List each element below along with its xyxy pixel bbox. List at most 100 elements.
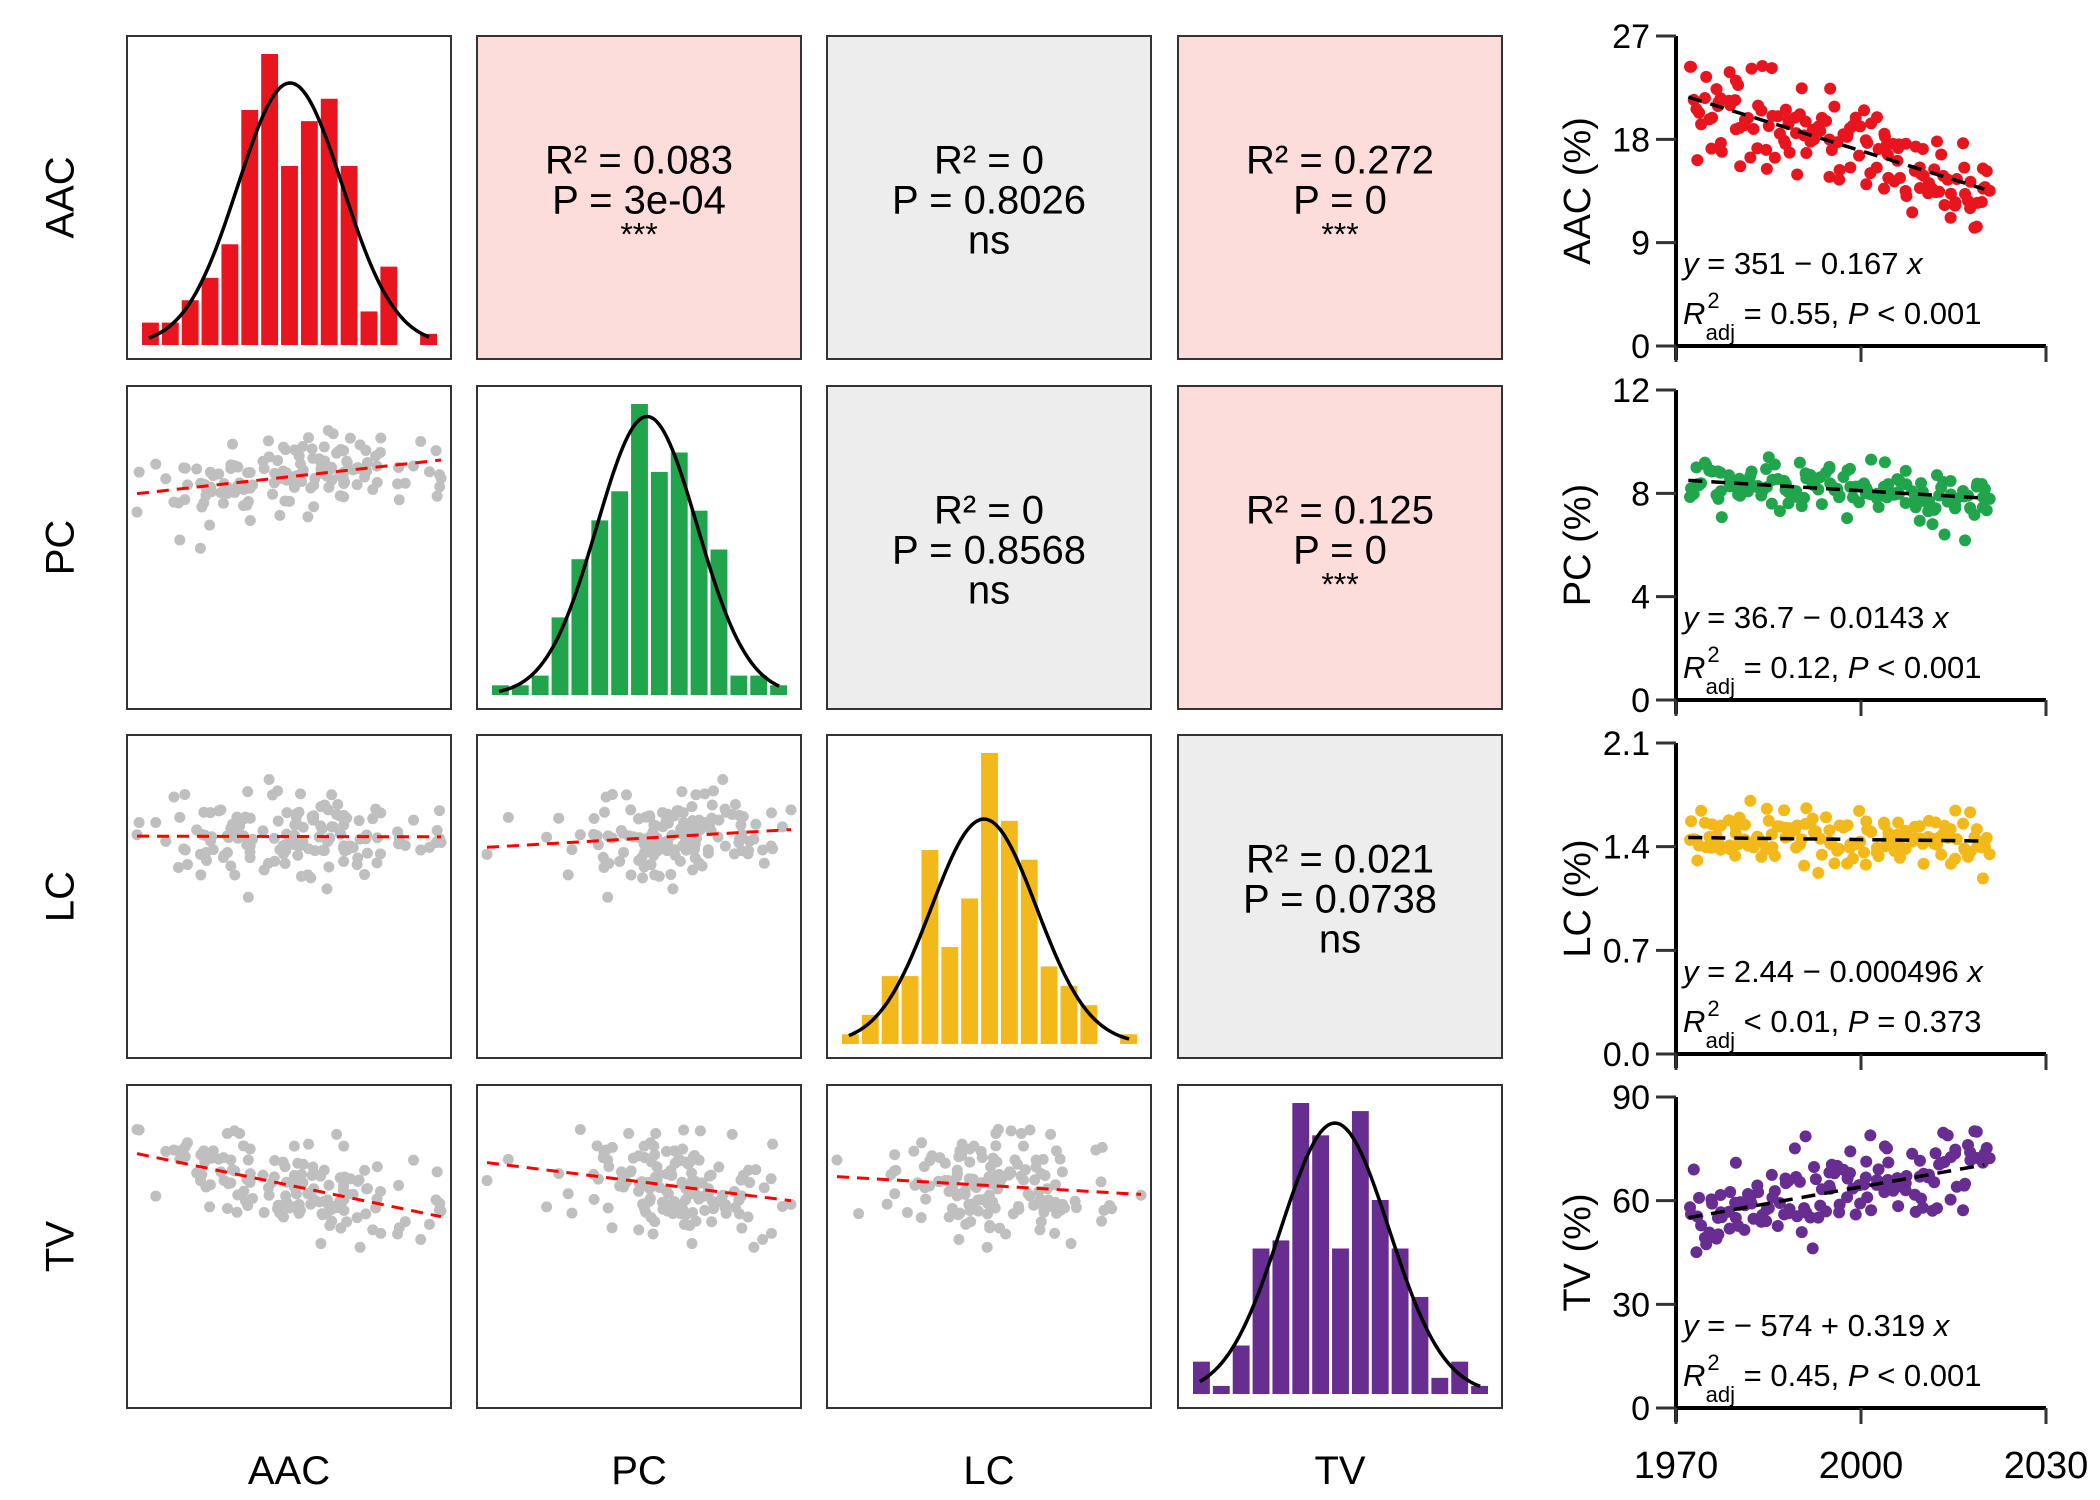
- histogram-bar: [1471, 1385, 1488, 1394]
- scatter-point: [1038, 1206, 1050, 1218]
- stats-panel: [1177, 35, 1503, 360]
- data-point: [1760, 802, 1773, 815]
- data-point: [1893, 851, 1906, 864]
- scatter-point: [338, 855, 350, 867]
- scatter-point: [677, 840, 689, 852]
- scatter-point: [160, 1145, 172, 1157]
- scatter-point: [991, 1156, 1003, 1168]
- equation-lhs: y: [1681, 1308, 1701, 1343]
- scatter-point: [889, 1149, 901, 1161]
- scatter-point: [967, 1173, 979, 1185]
- y-tick-label: 2.1: [1603, 725, 1650, 763]
- histogram-bar: [901, 976, 919, 1044]
- data-point: [1899, 137, 1912, 150]
- scatter-point: [431, 1166, 443, 1178]
- regression-line: [486, 1161, 792, 1203]
- data-point: [1841, 819, 1854, 832]
- scatter-point: [222, 1178, 234, 1190]
- data-point: [1949, 852, 1962, 865]
- data-point: [1745, 62, 1758, 75]
- scatter-point: [729, 799, 741, 811]
- data-point: [1812, 866, 1825, 879]
- data-point: [1906, 206, 1919, 219]
- scatter-point: [244, 480, 256, 492]
- scatter-point: [339, 476, 351, 488]
- data-point: [1878, 182, 1891, 195]
- panel-pc-aac: [126, 385, 452, 710]
- data-point: [1968, 221, 1981, 234]
- data-point: [1815, 498, 1828, 511]
- scatter-point: [726, 808, 738, 820]
- scatter-point: [698, 1190, 710, 1202]
- r-symbol: R: [1683, 1004, 1705, 1039]
- histogram-bar: [921, 850, 939, 1044]
- x-tick-label: 2030: [2004, 1445, 2089, 1487]
- scatter-point: [696, 1177, 708, 1189]
- trend-line: [1688, 1163, 1985, 1220]
- p-symbol: P: [1848, 650, 1869, 685]
- scatter-point: [306, 443, 318, 455]
- scatter-point: [1019, 1164, 1031, 1176]
- data-point: [1935, 1157, 1948, 1170]
- scatter-point: [748, 1241, 760, 1253]
- data-point: [1843, 462, 1856, 475]
- scatter-point: [361, 1183, 373, 1195]
- histogram-bar: [142, 322, 159, 345]
- scatter-point: [303, 843, 315, 855]
- p-value-label: P = 0.8026: [892, 179, 1086, 223]
- data-point: [1878, 456, 1891, 469]
- scatter-point: [198, 806, 210, 818]
- scatter-point: [375, 432, 387, 444]
- scatter-point: [481, 1175, 493, 1187]
- scatter-point: [277, 1211, 289, 1223]
- scatter-point: [662, 808, 674, 820]
- scatter-point: [327, 428, 339, 440]
- scatter-point: [339, 1171, 351, 1183]
- scatter-point: [306, 1169, 318, 1181]
- data-point: [1913, 820, 1926, 833]
- scatter-point: [393, 1222, 405, 1234]
- histogram-bar: [961, 898, 979, 1044]
- scatter-point: [201, 854, 213, 866]
- scatter-point: [321, 1208, 333, 1220]
- histogram-bar: [551, 617, 569, 695]
- data-point: [1935, 481, 1948, 494]
- r2-value: = 0.12,: [1735, 650, 1848, 685]
- panel-frame: [476, 734, 802, 1059]
- scatter-point: [289, 819, 301, 831]
- histogram-bar: [1080, 1005, 1098, 1044]
- scatter-point: [981, 1241, 993, 1253]
- scatter-point: [227, 438, 239, 450]
- data-point: [1791, 168, 1804, 181]
- scatter-point: [433, 805, 445, 817]
- scatter-point: [326, 789, 338, 801]
- y-tick-label: 9: [1631, 225, 1650, 263]
- scatter-point: [757, 1234, 769, 1246]
- data-point: [1710, 83, 1723, 96]
- histogram-bar: [1312, 1135, 1330, 1394]
- r-squared-label: R² = 0: [934, 139, 1044, 183]
- scatter-point: [341, 455, 353, 467]
- r-superscript: 2: [1707, 642, 1719, 667]
- row-label-tv: TV: [39, 1221, 83, 1272]
- scatter-point: [785, 804, 797, 816]
- scatter-point: [217, 1152, 229, 1164]
- scatter-point: [399, 477, 411, 489]
- scatter-point: [1005, 1125, 1017, 1137]
- y-tick-label: 90: [1612, 1079, 1650, 1117]
- scatter-point: [332, 799, 344, 811]
- histogram-bar: [511, 685, 529, 695]
- scatter-point: [881, 1198, 893, 1210]
- significance-label: ***: [620, 217, 657, 253]
- data-point: [1870, 161, 1883, 174]
- data-point: [1744, 794, 1757, 807]
- data-point: [1788, 824, 1801, 837]
- r-superscript: 2: [1707, 996, 1719, 1021]
- scatter-point: [272, 815, 284, 827]
- scatter-point: [324, 1220, 336, 1232]
- scatter-point: [650, 820, 662, 832]
